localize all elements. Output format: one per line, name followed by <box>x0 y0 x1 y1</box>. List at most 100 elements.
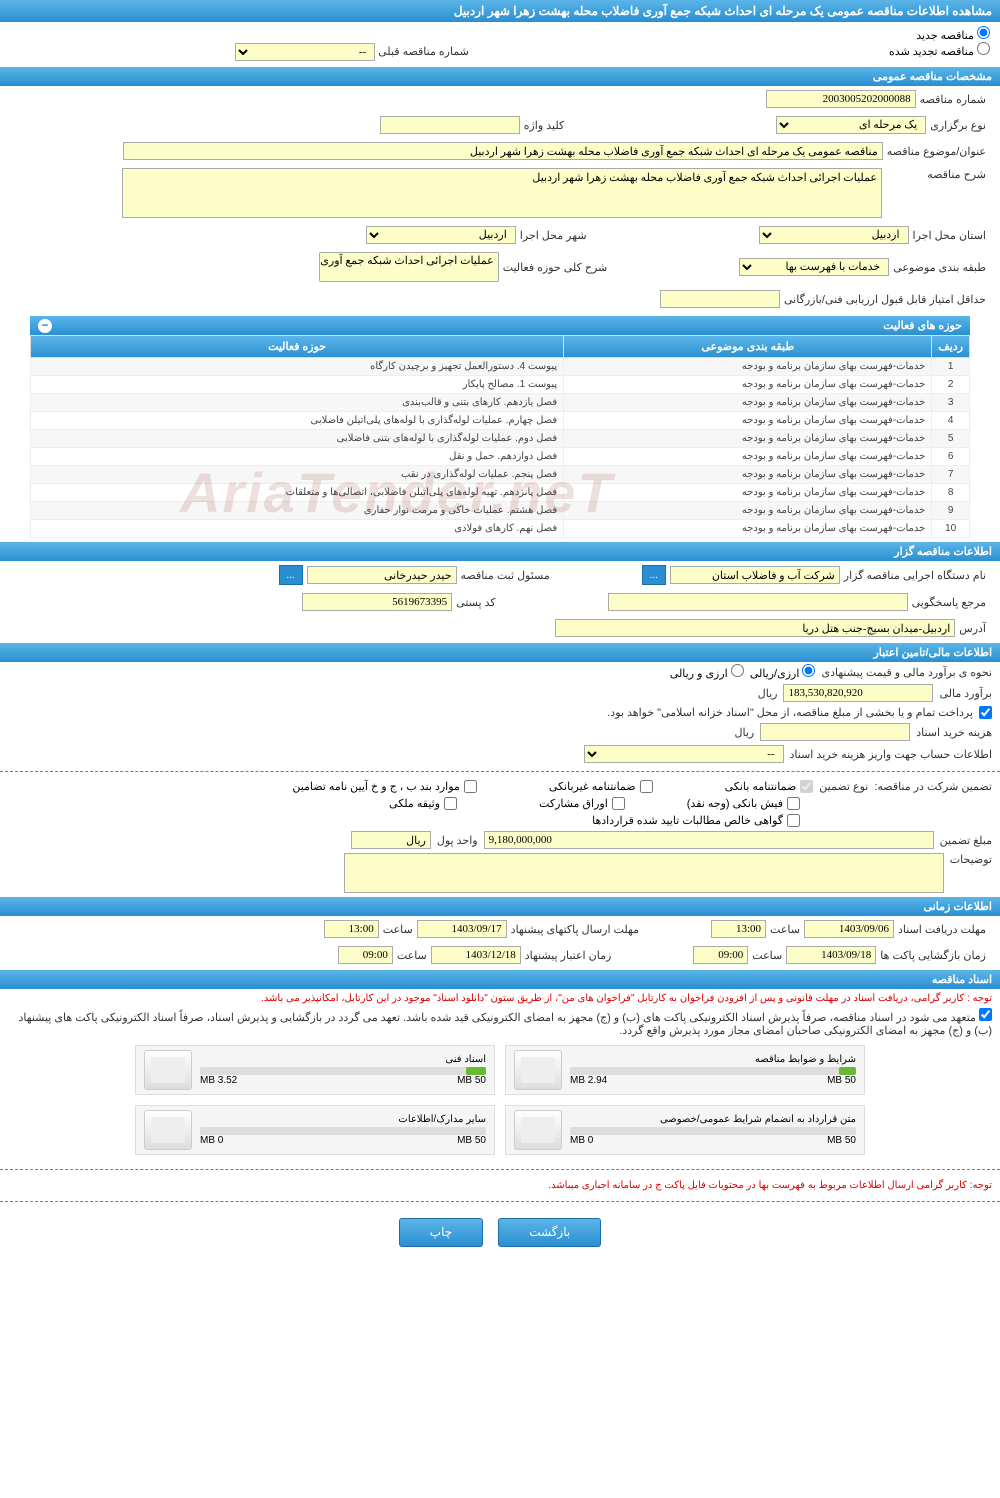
receive-date[interactable] <box>804 920 894 938</box>
folder-icon <box>144 1050 192 1090</box>
postcode-label: کد پستی <box>456 596 495 609</box>
cb-bond[interactable]: موارد بند ب ، ج و خ آیین نامه تضامین <box>292 780 476 793</box>
postcode-input[interactable] <box>302 593 452 611</box>
reg-input[interactable] <box>307 566 457 584</box>
table-row: 8خدمات-فهرست بهای سازمان برنامه و بودجهف… <box>31 484 970 502</box>
city-label: شهر محل اجرا <box>520 229 587 242</box>
desc-textarea[interactable]: عملیات اجرائی احداث شبکه جمع آوری فاضلاب… <box>122 168 882 218</box>
collapse-icon[interactable]: − <box>38 319 52 333</box>
table-row: 7خدمات-فهرست بهای سازمان برنامه و بودجهف… <box>31 466 970 484</box>
section-docs: اسناد مناقصه <box>0 970 1000 989</box>
title-input[interactable] <box>123 142 883 160</box>
estimate-input[interactable] <box>783 684 933 702</box>
notes-label: توضیحات <box>950 853 992 866</box>
warn2: متعهد می شود در اسناد مناقصه، صرفاً پذیر… <box>0 1008 1000 1037</box>
ref-input[interactable] <box>608 593 908 611</box>
guarantee-label: تضمین شرکت در مناقصه: <box>874 780 992 793</box>
folder-icon <box>514 1050 562 1090</box>
receive-time[interactable] <box>711 920 766 938</box>
section-financial: اطلاعات مالی/تامین اعتبار <box>0 643 1000 662</box>
cb-fish[interactable]: فیش بانکی (وجه نقد) <box>687 797 800 810</box>
unit-input[interactable] <box>351 831 431 849</box>
open-date[interactable] <box>786 946 876 964</box>
payment-checkbox[interactable] <box>979 706 992 719</box>
table-row: 10خدمات-فهرست بهای سازمان برنامه و بودجه… <box>31 520 970 538</box>
address-input[interactable] <box>555 619 955 637</box>
acct-label: اطلاعات حساب جهت واریز هزینه خرید اسناد <box>790 748 992 761</box>
number-label: شماره مناقصه <box>920 93 986 106</box>
type-select[interactable]: یک مرحله ای <box>776 116 926 134</box>
warn1: توجه : کاربر گرامی، دریافت اسناد در مهلت… <box>0 989 1000 1008</box>
submit-date[interactable] <box>417 920 507 938</box>
desc-label: شرح مناقصه <box>886 168 986 181</box>
ref-label: مرجع پاسخگویی <box>912 596 986 609</box>
receive-label: مهلت دریافت اسناد <box>898 923 986 936</box>
address-label: آدرس <box>959 622 986 635</box>
open-time[interactable] <box>693 946 748 964</box>
org-lookup-button[interactable]: ... <box>642 565 666 585</box>
valid-time[interactable] <box>338 946 393 964</box>
estimate-type-label: نحوه ی برآورد مالی و قیمت پیشنهادی <box>821 666 992 679</box>
scope-label: شرح کلی حوزه فعالیت <box>503 261 608 274</box>
acct-select[interactable]: -- <box>584 745 784 763</box>
open-label: زمان بازگشایی پاکت ها <box>880 949 986 962</box>
province-select[interactable]: اردبیل <box>759 226 909 244</box>
keyword-label: کلید واژه <box>524 119 564 132</box>
scope-select[interactable]: عملیات اجرائی احداث شبکه جمع آوری فاضلاب <box>319 252 499 282</box>
tender-number: 2003005202000088 <box>766 90 916 108</box>
class-select[interactable]: خدمات با فهرست بها <box>739 258 889 276</box>
col-area: حوزه فعالیت <box>31 336 564 358</box>
table-row: 3خدمات-فهرست بهای سازمان برنامه و بودجهف… <box>31 394 970 412</box>
radio-arz[interactable]: ارزی و ریالی <box>670 664 744 680</box>
doc-cost-input[interactable] <box>760 723 910 741</box>
cb-bank[interactable]: ضمانتنامه بانکی <box>725 780 814 793</box>
doc-cost-label: هزینه خرید اسناد <box>916 726 992 739</box>
amount-input[interactable] <box>484 831 934 849</box>
notes-textarea[interactable] <box>344 853 944 893</box>
valid-date[interactable] <box>431 946 521 964</box>
file-box[interactable]: شرایط و ضوابط مناقصه50 MB2.94 MB <box>505 1045 865 1095</box>
submit-time[interactable] <box>324 920 379 938</box>
col-class: طبقه بندی موضوعی <box>564 336 932 358</box>
currency-label: ریال <box>758 687 778 700</box>
file-box[interactable]: اسناد فنی50 MB3.52 MB <box>135 1045 495 1095</box>
amount-label: مبلغ تضمین <box>940 834 992 847</box>
reg-label: مسئول ثبت مناقصه <box>461 569 550 582</box>
table-row: 9خدمات-فهرست بهای سازمان برنامه و بودجهف… <box>31 502 970 520</box>
org-input[interactable] <box>670 566 840 584</box>
guarantee-type-label: نوع تضمین <box>819 780 868 793</box>
estimate-label: برآورد مالی <box>939 687 992 700</box>
col-no: ردیف <box>932 336 970 358</box>
table-row: 5خدمات-فهرست بهای سازمان برنامه و بودجهف… <box>31 430 970 448</box>
cb-shares[interactable]: اوراق مشارکت <box>539 797 625 810</box>
reg-lookup-button[interactable]: ... <box>279 565 303 585</box>
keyword-input[interactable] <box>380 116 520 134</box>
valid-label: زمان اعتبار پیشنهاد <box>525 949 612 962</box>
print-button[interactable]: چاپ <box>399 1218 483 1247</box>
commit-checkbox[interactable] <box>979 1008 992 1021</box>
section-general: مشخصات مناقصه عمومی <box>0 67 1000 86</box>
minscore-input[interactable] <box>660 290 780 308</box>
org-label: نام دستگاه اجرایی مناقصه گزار <box>844 569 986 582</box>
file-box[interactable]: سایر مدارک/اطلاعات50 MB0 MB <box>135 1105 495 1155</box>
folder-icon <box>144 1110 192 1150</box>
radio-renewed[interactable]: مناقصه تجدید شده <box>889 46 990 58</box>
section-activities: حوزه های فعالیت − <box>30 316 970 335</box>
payment-note: پرداخت تمام و یا بخشی از مبلغ مناقصه، از… <box>607 706 973 719</box>
table-row: 2خدمات-فهرست بهای سازمان برنامه و بودجهپ… <box>31 376 970 394</box>
class-label: طبقه بندی موضوعی <box>893 261 986 274</box>
cb-cert[interactable]: گواهی خالص مطالبات تایید شده قراردادها <box>592 814 800 827</box>
city-select[interactable]: اردبیل <box>366 226 516 244</box>
folder-icon <box>514 1110 562 1150</box>
cb-prop[interactable]: وثیقه ملکی <box>389 797 457 810</box>
submit-label: مهلت ارسال پاکتهای پیشنهاد <box>511 923 639 936</box>
tender-mode-radios: مناقصه جدید مناقصه تجدید شده شماره مناقص… <box>0 22 1000 65</box>
prev-number-select[interactable]: -- <box>235 43 375 61</box>
cb-nonbank[interactable]: ضمانتنامه غیربانکی <box>549 780 653 793</box>
file-box[interactable]: متن قرارداد به انضمام شرایط عمومی/خصوصی5… <box>505 1105 865 1155</box>
prev-number-label: شماره مناقصه قبلی <box>378 46 469 58</box>
radio-rial[interactable]: ارزی/ریالی <box>750 664 816 680</box>
back-button[interactable]: بازگشت <box>498 1218 601 1247</box>
radio-new[interactable]: مناقصه جدید <box>916 30 990 42</box>
minscore-label: حداقل امتیاز قابل قبول ارزیابی فنی/بازرگ… <box>784 293 986 306</box>
